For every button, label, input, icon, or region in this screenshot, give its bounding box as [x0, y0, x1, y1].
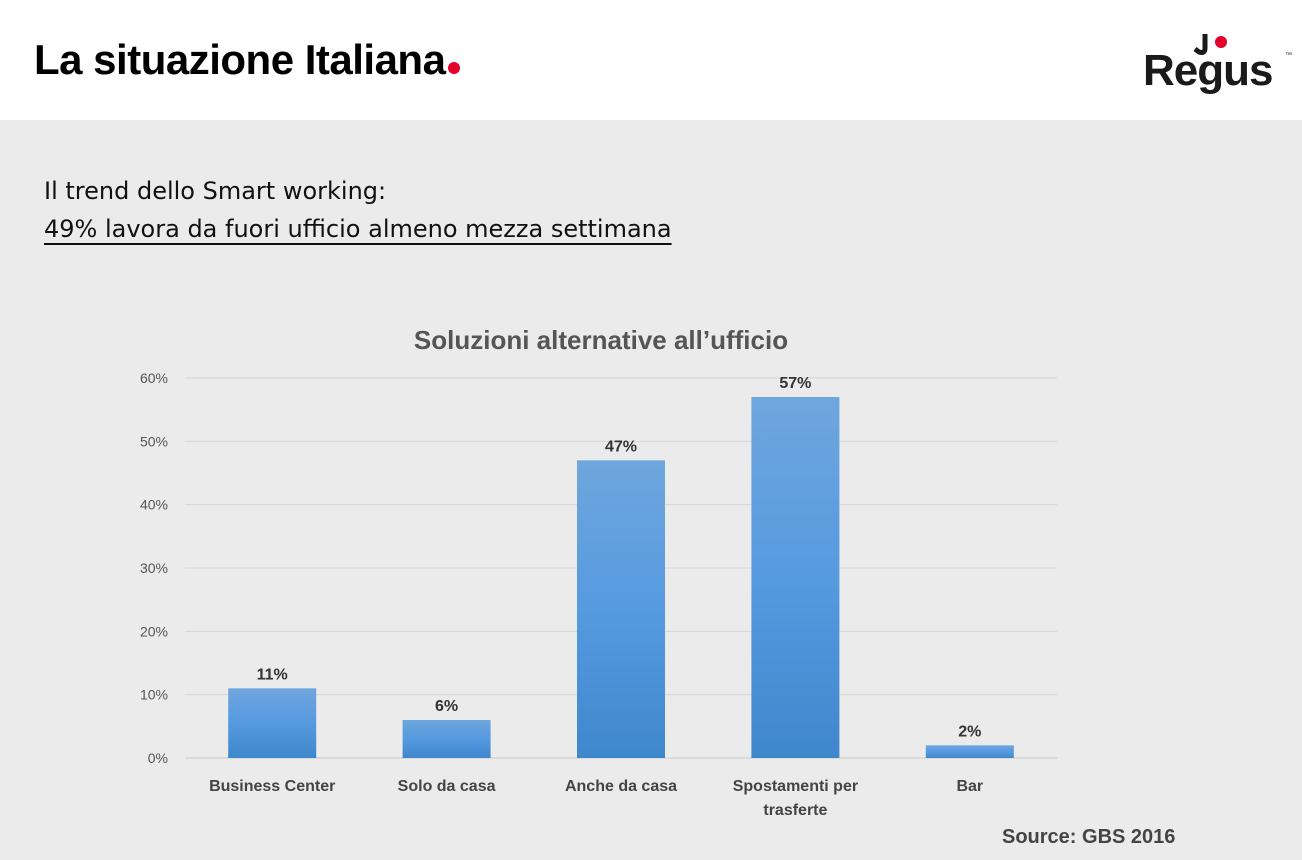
- data-label: 11%: [257, 666, 288, 683]
- chart-title: Soluzioni alternative all’ufficio: [414, 325, 788, 355]
- y-tick-label: 50%: [140, 433, 168, 449]
- slide-title: La situazione Italiana: [34, 36, 461, 84]
- y-tick-label: 10%: [140, 687, 168, 703]
- slide-title-text: La situazione Italiana: [34, 36, 446, 83]
- y-tick-label: 0%: [148, 750, 168, 766]
- data-label: 6%: [435, 698, 458, 715]
- x-category-label: Solo da casa: [398, 778, 496, 795]
- slide-header: La situazione Italiana Regus ™: [0, 0, 1302, 120]
- data-label: 47%: [605, 438, 637, 455]
- data-label: 2%: [958, 723, 981, 740]
- bar: [751, 397, 840, 758]
- x-category-label: Bar: [956, 778, 983, 795]
- y-tick-label: 20%: [140, 623, 168, 639]
- bar: [228, 688, 317, 758]
- bar: [402, 720, 491, 758]
- logo-text: Regus: [1143, 46, 1273, 95]
- x-category-label: Spostamenti per: [733, 778, 858, 795]
- logo-mark-icon: [1193, 34, 1227, 55]
- y-tick-label: 40%: [140, 497, 168, 513]
- subtitle-line-1: Il trend dello Smart working:: [44, 177, 387, 205]
- y-tick-label: 30%: [140, 560, 168, 576]
- x-category-label: Business Center: [209, 778, 335, 795]
- logo-tm: ™: [1285, 52, 1292, 59]
- source-note: Source: GBS 2016: [1002, 826, 1176, 848]
- red-dot-icon: [448, 62, 461, 74]
- subtitle-line-2: 49% lavora da fuori ufficio almeno mezza…: [44, 215, 672, 243]
- y-tick-label: 60%: [140, 370, 168, 386]
- slide-subtitle: Il trend dello Smart working: 49% lavora…: [44, 172, 672, 248]
- x-category-label: trasferte: [763, 802, 827, 819]
- regus-logo: Regus ™: [1143, 30, 1293, 100]
- x-category-label: Anche da casa: [565, 778, 677, 795]
- bar: [577, 460, 665, 758]
- data-label: 57%: [779, 375, 811, 392]
- bar: [925, 745, 1014, 758]
